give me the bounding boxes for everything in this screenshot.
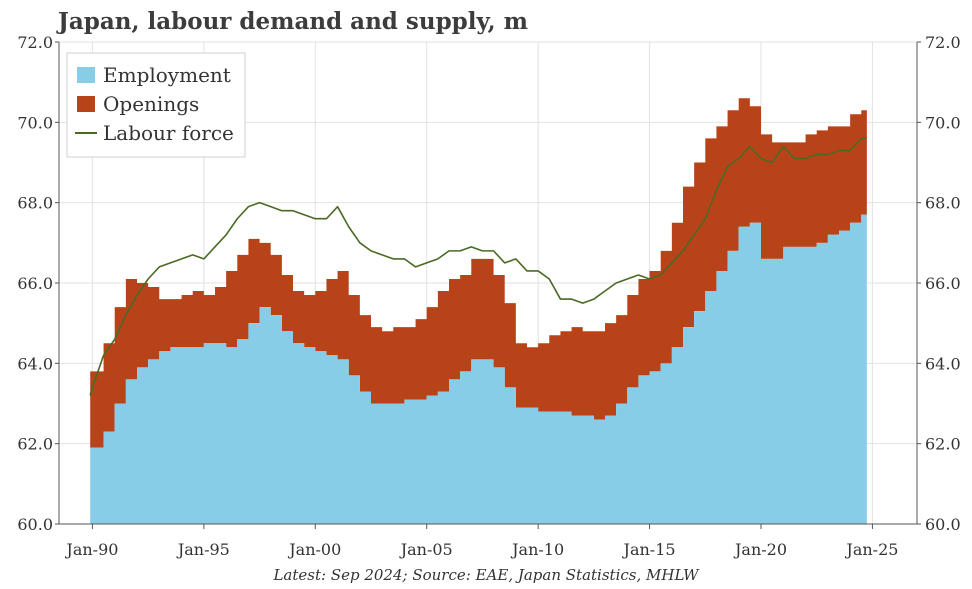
axes: 60.0 60.0 62.0 62.0 64.0 64.0 66.0 66.0 68.0 68.0… bbox=[17, 33, 960, 559]
legend-labour-force-label: Labour force bbox=[103, 121, 234, 145]
x-tick-label: Jan-05 bbox=[399, 540, 453, 559]
y-tick-label-right: 62.0 bbox=[925, 435, 961, 454]
labour-force-line bbox=[89, 137, 867, 396]
legend: Employment Openings Labour force bbox=[66, 52, 246, 158]
legend-employment-label: Employment bbox=[103, 63, 231, 87]
x-tick-label: Jan-25 bbox=[844, 540, 898, 559]
legend-openings-swatch bbox=[77, 96, 95, 112]
x-tick-label: Jan-10 bbox=[510, 540, 564, 559]
y-tick-label-right: 72.0 bbox=[925, 33, 961, 52]
openings-area bbox=[90, 98, 867, 448]
x-tick-label: Jan-95 bbox=[176, 540, 230, 559]
x-tick-label: Jan-20 bbox=[733, 540, 787, 559]
y-tick-label-left: 70.0 bbox=[17, 113, 53, 132]
y-tick-label-left: 68.0 bbox=[17, 194, 53, 213]
y-tick-label-left: 62.0 bbox=[17, 435, 53, 454]
y-tick-label-right: 60.0 bbox=[925, 515, 961, 534]
source-note: Latest: Sep 2024; Source: EAE, Japan Sta… bbox=[273, 566, 699, 584]
employment-area bbox=[90, 210, 867, 524]
legend-box bbox=[66, 52, 246, 158]
area-series bbox=[90, 98, 867, 524]
legend-openings-label: Openings bbox=[103, 92, 199, 116]
y-tick-label-left: 64.0 bbox=[17, 354, 53, 373]
y-tick-label-right: 64.0 bbox=[925, 354, 961, 373]
y-tick-label-left: 66.0 bbox=[17, 274, 53, 293]
x-tick-label: Jan-15 bbox=[622, 540, 676, 559]
line-series bbox=[89, 137, 867, 396]
y-tick-label-right: 66.0 bbox=[925, 274, 961, 293]
chart-title: Japan, labour demand and supply, m bbox=[58, 8, 528, 35]
x-tick-label: Jan-00 bbox=[287, 540, 341, 559]
legend-employment-swatch bbox=[77, 67, 95, 83]
y-tick-label-left: 72.0 bbox=[17, 33, 53, 52]
x-tick-label: Jan-90 bbox=[64, 540, 118, 559]
y-tick-label-right: 68.0 bbox=[925, 194, 961, 213]
y-tick-label-right: 70.0 bbox=[925, 113, 961, 132]
y-tick-label-left: 60.0 bbox=[17, 515, 53, 534]
